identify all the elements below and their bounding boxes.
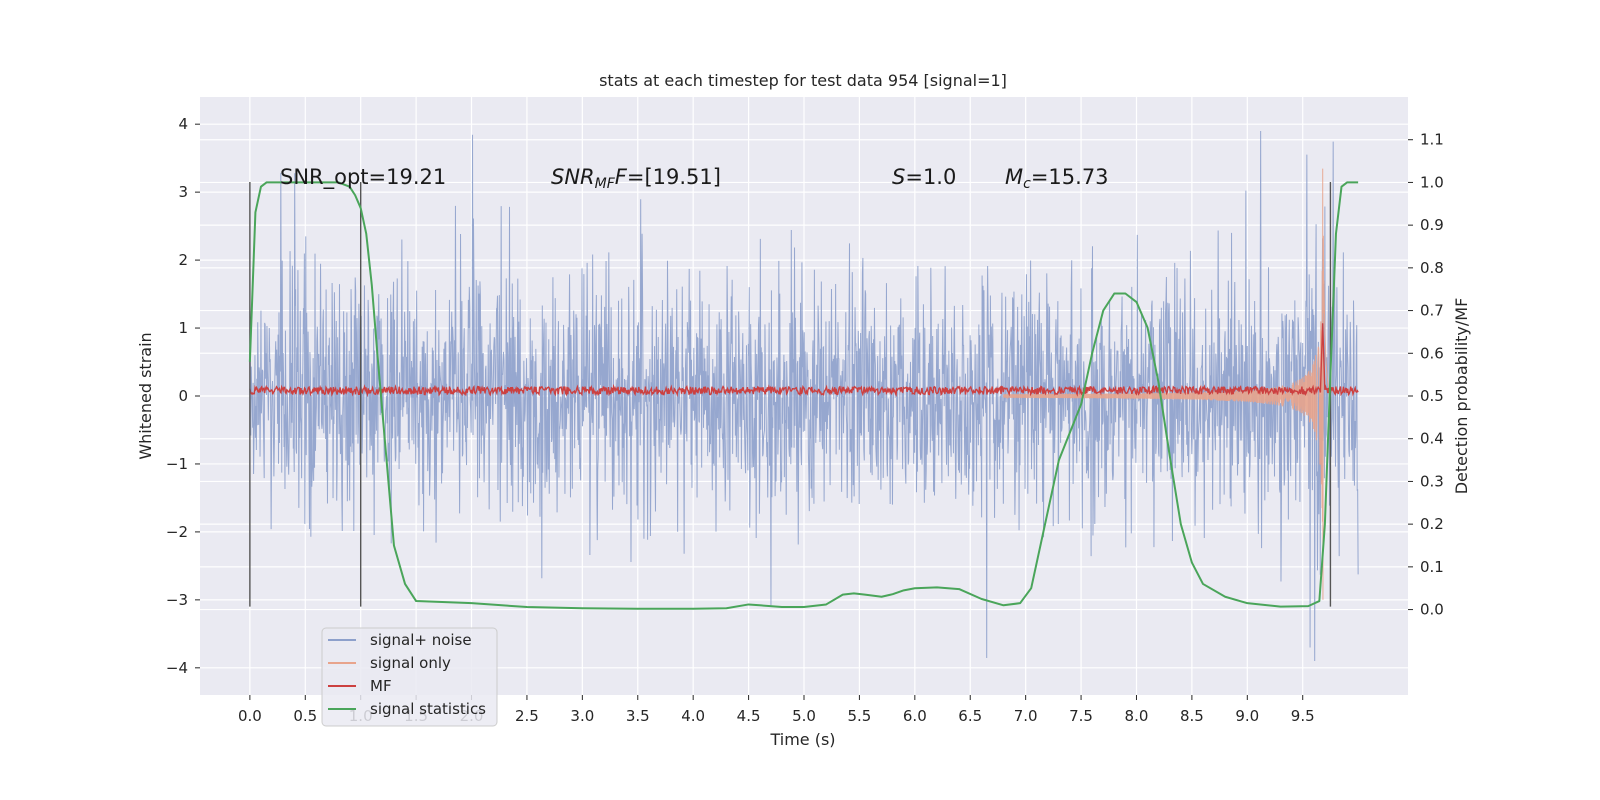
y-tick-label: 1 bbox=[178, 319, 188, 337]
mc-annotation: Mc=15.73 bbox=[1005, 165, 1109, 192]
right-y-axis-ticks: 1.1 1.0 0.9 0.8 0.7 0.6 0.5 0.4 0.3 0.2 0.1 0.0 bbox=[1408, 131, 1444, 619]
right-y-tick-label: 0.4 bbox=[1420, 430, 1444, 448]
x-tick-label: 7.5 bbox=[1069, 707, 1093, 725]
s-label: S bbox=[892, 165, 905, 189]
right-y-tick-label: 1.0 bbox=[1420, 173, 1444, 191]
x-tick-label: 8.5 bbox=[1180, 707, 1204, 725]
right-y-tick-label: 0.9 bbox=[1420, 216, 1444, 234]
legend-box bbox=[321, 627, 498, 727]
mf-line bbox=[249, 323, 1359, 398]
chart-title: stats at each timestep for test data 954… bbox=[599, 71, 1007, 90]
s-value: =1.0 bbox=[905, 165, 956, 189]
y-tick-label: −2 bbox=[166, 523, 188, 541]
legend-label-signal-statistics: signal statistics bbox=[370, 700, 486, 718]
signal-noise-series bbox=[249, 130, 1359, 662]
right-y-tick-label: 0.5 bbox=[1420, 387, 1444, 405]
x-tick-label: 5.5 bbox=[847, 707, 871, 725]
right-y-tick-label: 0.0 bbox=[1420, 601, 1444, 619]
mc-label: M bbox=[1005, 165, 1023, 189]
s-annotation: S=1.0 bbox=[892, 165, 956, 189]
mf-series bbox=[249, 323, 1359, 398]
x-tick-label: 4.5 bbox=[737, 707, 761, 725]
mc-subscript: c bbox=[1023, 176, 1031, 192]
y-tick-label: −1 bbox=[166, 455, 188, 473]
y-axis-ticks: 4 3 2 1 0 −1 −2 −3 −4 bbox=[166, 115, 200, 677]
x-tick-label: 6.0 bbox=[903, 707, 927, 725]
legend-label-signal-only: signal only bbox=[370, 654, 451, 672]
plot-area bbox=[200, 97, 1408, 695]
right-y-tick-label: 0.1 bbox=[1420, 558, 1444, 576]
right-y-tick-label: 0.3 bbox=[1420, 472, 1444, 490]
x-tick-label: 3.5 bbox=[626, 707, 650, 725]
y-tick-label: 4 bbox=[178, 115, 188, 133]
y-tick-label: −3 bbox=[166, 591, 188, 609]
y-tick-label: 3 bbox=[178, 183, 188, 201]
signal-statistics-series bbox=[248, 181, 1359, 610]
x-tick-label: 2.5 bbox=[515, 707, 539, 725]
mc-value: =15.73 bbox=[1031, 165, 1109, 189]
x-tick-label: 5.0 bbox=[792, 707, 816, 725]
right-y-tick-label: 0.6 bbox=[1420, 344, 1444, 362]
legend: signal+ noise signal only MF signal stat… bbox=[321, 627, 498, 727]
x-tick-label: 0.0 bbox=[238, 707, 262, 725]
snr-opt-annotation: SNR_opt=19.21 bbox=[280, 165, 446, 190]
x-tick-label: 0.5 bbox=[293, 707, 317, 725]
y-axis-label: Whitened strain bbox=[136, 332, 155, 459]
x-tick-label: 8.0 bbox=[1125, 707, 1149, 725]
y-tick-label: −4 bbox=[166, 659, 188, 677]
x-axis-label: Time (s) bbox=[769, 730, 835, 749]
legend-label-signal-noise: signal+ noise bbox=[370, 631, 472, 649]
x-tick-label: 4.0 bbox=[681, 707, 705, 725]
right-y-tick-label: 0.8 bbox=[1420, 259, 1444, 277]
right-y-tick-label: 0.7 bbox=[1420, 302, 1444, 320]
right-y-tick-label: 1.1 bbox=[1420, 131, 1444, 149]
annotations: SNR_opt=19.21 SNRMFF=[19.51] S=1.0 Mc=15… bbox=[280, 165, 1109, 192]
x-tick-label: 3.0 bbox=[570, 707, 594, 725]
y-tick-label: 0 bbox=[178, 387, 188, 405]
x-tick-label: 9.0 bbox=[1235, 707, 1259, 725]
right-y-axis-label: Detection probability/MF bbox=[1452, 298, 1471, 495]
right-y-tick-label: 0.2 bbox=[1420, 515, 1444, 533]
snr-mf-annotation: SNRMFF=[19.51] bbox=[551, 165, 721, 192]
snr-mf-f: F bbox=[615, 165, 628, 189]
x-tick-label: 7.0 bbox=[1014, 707, 1038, 725]
signal-noise-line bbox=[249, 130, 1359, 662]
snr-mf-label: SNR bbox=[551, 165, 595, 189]
snr-mf-value: =[19.51] bbox=[627, 165, 721, 189]
signal-statistics-line bbox=[248, 181, 1359, 610]
snr-mf-subscript: MF bbox=[595, 176, 616, 192]
x-tick-label: 6.5 bbox=[958, 707, 982, 725]
y-tick-label: 2 bbox=[178, 251, 188, 269]
x-tick-label: 9.5 bbox=[1291, 707, 1315, 725]
legend-label-mf: MF bbox=[370, 677, 392, 695]
x-axis-ticks: 0.00.51.01.52.02.53.03.54.04.55.05.56.06… bbox=[238, 695, 1315, 725]
